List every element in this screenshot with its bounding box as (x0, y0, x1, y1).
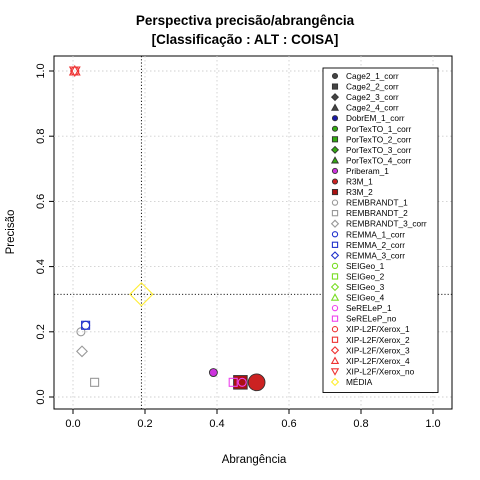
legend-marker (330, 103, 340, 111)
data-point (208, 368, 218, 377)
legend-marker (331, 304, 339, 312)
legend-entry: REMBRANDT_1 (346, 198, 408, 208)
legend-entry: REMMA_3_corr (346, 250, 405, 260)
x-tick-label: 0.6 (281, 418, 296, 430)
x-tick-label: 1.0 (425, 418, 440, 430)
legend-marker (331, 136, 339, 143)
y-tick-label: 0.2 (35, 324, 47, 339)
legend-marker (331, 199, 339, 206)
y-tick-label: 1.0 (35, 63, 47, 78)
data-point (68, 66, 81, 78)
legend-entry: SEIGeo_2 (346, 271, 385, 281)
data-point (233, 375, 248, 390)
legend-entry: R3M_1 (346, 177, 373, 187)
legend-marker (330, 145, 340, 154)
data-points (68, 64, 266, 392)
x-tick-label: 0.2 (137, 418, 152, 430)
legend-entry: REMMA_2_corr (346, 240, 405, 250)
legend-marker (330, 368, 340, 376)
legend-entry: Cage2_1_corr (346, 71, 399, 81)
data-point (247, 373, 266, 392)
legend-marker (331, 188, 339, 196)
x-tick-label: 0.4 (209, 418, 224, 430)
data-point (90, 377, 100, 387)
plot-area (53, 55, 453, 410)
legend-entry: REMBRANDT_2 (346, 208, 408, 218)
legend-entry: PorTexTO_3_corr (346, 145, 412, 155)
legend-marker (330, 293, 340, 301)
legend-entry: DobrEM_1_corr (346, 113, 405, 123)
legend-entry: SEIGeo_4 (346, 293, 385, 303)
legend-marker (330, 251, 340, 260)
legend-marker (331, 210, 339, 217)
legend-marker (330, 356, 340, 365)
chart-subtitle: [Classificação : ALT : COISA] (152, 32, 339, 47)
legend-marker (330, 156, 340, 164)
y-axis-label: Precisão (5, 210, 17, 255)
legend-marker (331, 315, 339, 322)
legend-entry: Cage2_3_corr (346, 92, 399, 102)
legend-entry: XIP-L2F/Xerox_4 (346, 356, 410, 366)
legend-entry: PorTexTO_2_corr (346, 134, 412, 144)
data-point (81, 320, 91, 330)
legend-marker (330, 219, 340, 228)
reference-lines (54, 56, 452, 409)
x-tick-label: 0.8 (353, 418, 368, 430)
legend-marker (331, 115, 339, 122)
y-tick-label: 0.0 (35, 389, 47, 404)
legend-entry: PorTexTO_4_corr (346, 155, 412, 165)
legend-entry: PorTexTO_1_corr (346, 124, 412, 134)
legend-entry: SeRELeP_1 (346, 303, 392, 313)
legend: Cage2_1_corrCage2_2_corrCage2_3_corrCage… (322, 67, 439, 393)
legend-marker (331, 125, 339, 132)
data-point (76, 345, 88, 358)
data-point (228, 377, 238, 387)
legend-entry: SEIGeo_3 (346, 282, 385, 292)
x-axis-label: Abrangência (222, 454, 287, 466)
legend-marker (331, 72, 339, 80)
legend-marker (331, 231, 339, 238)
legend-marker (331, 241, 339, 248)
legend-marker (331, 167, 339, 174)
legend-entry: Cage2_2_corr (346, 82, 399, 92)
y-tick-label: 0.4 (35, 259, 47, 274)
legend-entry: MÉDIA (346, 377, 373, 387)
data-point (76, 327, 86, 337)
legend-marker (331, 326, 339, 333)
chart-title: Perspectiva precisão/abrangência (136, 13, 355, 28)
legend-box (322, 67, 439, 393)
y-tick-label: 0.8 (35, 129, 47, 144)
x-axis: 0.0 0.2 0.4 0.6 0.8 1.0 (65, 409, 441, 430)
legend-entry: R3M_2 (346, 187, 373, 197)
legend-entry: REMBRANDT_3_corr (346, 219, 427, 229)
legend-entry: SeRELeP_no (346, 314, 397, 324)
legend-marker (330, 282, 340, 292)
x-tick-label: 0.0 (65, 418, 80, 430)
legend-marker (331, 178, 339, 185)
legend-entry: Cage2_4_corr (346, 103, 399, 113)
legend-marker (331, 273, 339, 280)
legend-marker (331, 262, 339, 270)
legend-entry: Priberam_1 (346, 166, 389, 176)
legend-entry: SEIGeo_1 (346, 261, 385, 271)
legend-entry: XIP-L2F/Xerox_no (346, 366, 415, 376)
plot-border (53, 55, 453, 410)
legend-marker (331, 83, 339, 90)
data-point (129, 282, 154, 307)
legend-marker (330, 346, 340, 355)
legend-entry: XIP-L2F/Xerox_3 (346, 345, 410, 355)
legend-marker (330, 93, 340, 102)
data-point (237, 377, 247, 387)
y-tick-label: 0.6 (35, 194, 47, 209)
data-point (81, 320, 91, 330)
legend-entry: REMMA_1_corr (346, 229, 405, 239)
legend-marker (331, 336, 339, 343)
y-axis: 0.0 0.2 0.4 0.6 0.8 1.0 (35, 63, 54, 405)
legend-entry: XIP-L2F/Xerox_2 (346, 335, 410, 345)
legend-marker (330, 377, 340, 387)
legend-entry: XIP-L2F/Xerox_1 (346, 324, 410, 334)
